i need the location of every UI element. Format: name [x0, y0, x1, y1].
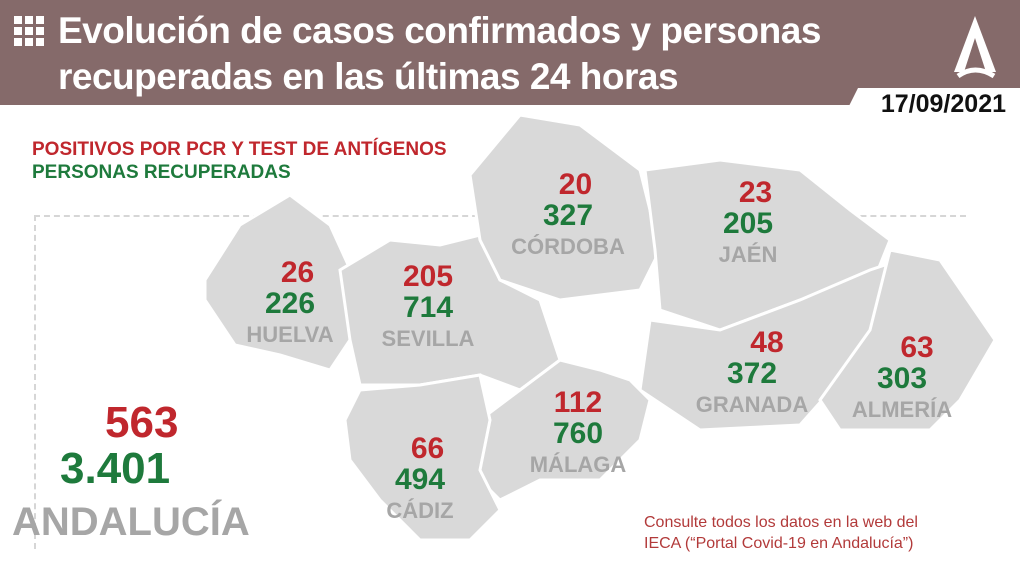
recovered: 226	[264, 287, 316, 320]
total-recovered: 3.401	[60, 444, 171, 493]
province-name: CÓRDOBA	[511, 234, 625, 259]
province-cordoba-stats: 20 327 CÓRDOBA	[511, 170, 625, 262]
province-granada-stats: 48 372 GRANADA	[696, 328, 808, 420]
province-huelva-stats: 26 226 HUELVA	[246, 258, 333, 350]
province-name: JAÉN	[718, 242, 778, 267]
recovered: 494	[394, 463, 446, 496]
legend: POSITIVOS POR PCR Y TEST DE ANTÍGENOS PE…	[32, 138, 447, 184]
province-cadiz-stats: 66 494 CÁDIZ	[386, 434, 453, 526]
province-name: ALMERÍA	[851, 397, 953, 422]
date: 17/09/2021	[880, 90, 1006, 118]
province-cadiz	[343, 373, 502, 542]
source-note: Consulte todos los datos en la web del IE…	[644, 512, 918, 554]
page-title: Evolución de casos confirmados y persona…	[58, 8, 821, 100]
positives: 66	[410, 432, 445, 465]
province-name: GRANADA	[695, 392, 809, 417]
recovered: 327	[542, 199, 594, 232]
positives: 63	[900, 331, 934, 364]
note-line-2: IECA (“Portal Covid-19 en Andalucía”)	[644, 535, 914, 552]
legend-positives: POSITIVOS POR PCR Y TEST DE ANTÍGENOS	[32, 139, 447, 160]
positives: 23	[738, 176, 773, 209]
grid-icon	[14, 16, 44, 46]
recovered: 205	[722, 207, 774, 240]
positives: 20	[558, 168, 593, 201]
positives: 48	[750, 326, 784, 359]
total-region-name: ANDALUCÍA	[12, 500, 250, 544]
note-line-1: Consulte todos los datos en la web del	[644, 514, 918, 531]
recovered: 714	[402, 291, 454, 324]
province-jaen-stats: 23 205 JAÉN	[719, 178, 778, 270]
province-name: MÁLAGA	[529, 452, 627, 477]
title-line-2: recuperadas en las últimas 24 horas	[58, 56, 679, 97]
province-almeria	[818, 248, 997, 432]
recovered: 760	[552, 417, 604, 450]
province-name: SEVILLA	[381, 326, 475, 351]
province-name: HUELVA	[246, 322, 334, 347]
date-tab	[840, 88, 1020, 124]
recovered: 303	[876, 362, 928, 395]
province-name: CÁDIZ	[386, 498, 454, 523]
province-sevilla-stats: 205 714 SEVILLA	[382, 262, 475, 354]
recovered: 372	[726, 357, 778, 390]
total-positives: 563	[105, 398, 179, 447]
title-line-1: Evolución de casos confirmados y persona…	[58, 10, 821, 51]
header-banner	[0, 0, 1020, 105]
total-stats: 563 3.401	[60, 400, 178, 492]
positives: 112	[553, 386, 603, 419]
positives: 205	[402, 260, 454, 293]
junta-logo-icon	[954, 16, 996, 79]
positives: 26	[280, 256, 315, 289]
province-cordoba	[468, 113, 662, 302]
province-malaga-stats: 112 760 MÁLAGA	[530, 388, 627, 480]
province-malaga	[468, 358, 652, 502]
province-almeria-stats: 63 303 ALMERÍA	[852, 333, 952, 425]
legend-recovered: PERSONAS RECUPERADAS	[32, 162, 291, 183]
